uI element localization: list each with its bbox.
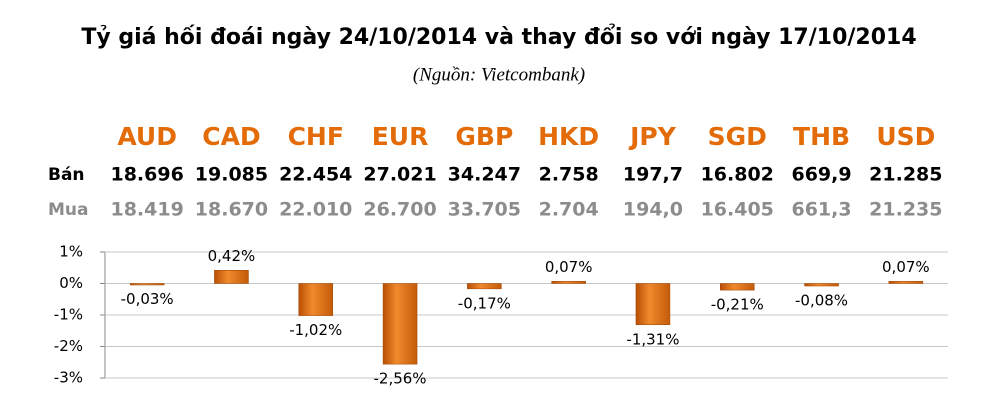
currency-header: AUD: [117, 122, 177, 151]
bar: [382, 283, 418, 365]
value-label: -0,21%: [711, 296, 764, 314]
y-tick-label: -2%: [54, 337, 83, 355]
currency-header: GBP: [455, 122, 513, 151]
currency-header: SGD: [708, 122, 767, 151]
rate-cell: 661,3: [791, 199, 851, 221]
title: Tỷ giá hối đoái ngày 24/10/2014 và thay …: [81, 24, 916, 50]
rate-cell: 18.670: [195, 199, 268, 221]
y-tick-label: 1%: [59, 243, 83, 261]
rate-cell: 21.235: [869, 199, 942, 221]
currency-header: JPY: [628, 122, 677, 151]
value-label: -0,08%: [795, 292, 848, 310]
bar: [129, 283, 165, 286]
subtitle: (Nguồn: Vietcombank): [413, 64, 585, 85]
row-label: Bán: [48, 165, 85, 185]
rate-cell: 26.700: [363, 199, 436, 221]
row-label: Mua: [48, 200, 89, 220]
currency-header: CHF: [288, 122, 344, 151]
rate-cell: 194,0: [623, 199, 683, 221]
value-label: -1,02%: [289, 321, 342, 339]
bar: [804, 283, 839, 287]
value-label: -0,03%: [121, 290, 174, 308]
value-label: -1,31%: [626, 330, 679, 348]
y-tick-label: -3%: [54, 369, 83, 387]
value-label: -2,56%: [374, 370, 427, 388]
y-tick-label: -1%: [54, 306, 83, 324]
rate-cell: 19.085: [195, 164, 268, 186]
rate-cell: 16.802: [701, 164, 774, 186]
y-tick-label: 0%: [59, 274, 83, 292]
rate-cell: 34.247: [448, 164, 521, 186]
rate-cell: 27.021: [363, 164, 436, 186]
currency-header: THB: [793, 122, 850, 151]
bar: [635, 283, 671, 326]
bar: [888, 281, 924, 284]
rate-cell: 22.454: [279, 164, 352, 186]
currency-header: EUR: [372, 122, 429, 151]
currency-header: HKD: [538, 122, 599, 151]
rate-cell: 2.704: [539, 199, 599, 221]
rate-cell: 33.705: [448, 199, 521, 221]
value-label: -0,17%: [458, 294, 511, 312]
bar: [551, 281, 586, 284]
rate-cell: 669,9: [791, 164, 851, 186]
value-label: 0,07%: [882, 258, 930, 276]
currency-header: CAD: [202, 122, 260, 151]
bar: [214, 270, 249, 284]
bar: [720, 283, 755, 291]
rate-cell: 197,7: [623, 164, 683, 186]
rate-cell: 18.419: [110, 199, 183, 221]
currency-header: USD: [876, 122, 935, 151]
rate-cell: 2.758: [539, 164, 599, 186]
value-label: 0,42%: [208, 247, 256, 265]
bar: [467, 283, 502, 290]
bar: [298, 283, 333, 316]
value-label: 0,07%: [545, 258, 593, 276]
rate-cell: 22.010: [279, 199, 352, 221]
rate-cell: 16.405: [701, 199, 774, 221]
rate-cell: 18.696: [110, 164, 183, 186]
rate-cell: 21.285: [869, 164, 942, 186]
